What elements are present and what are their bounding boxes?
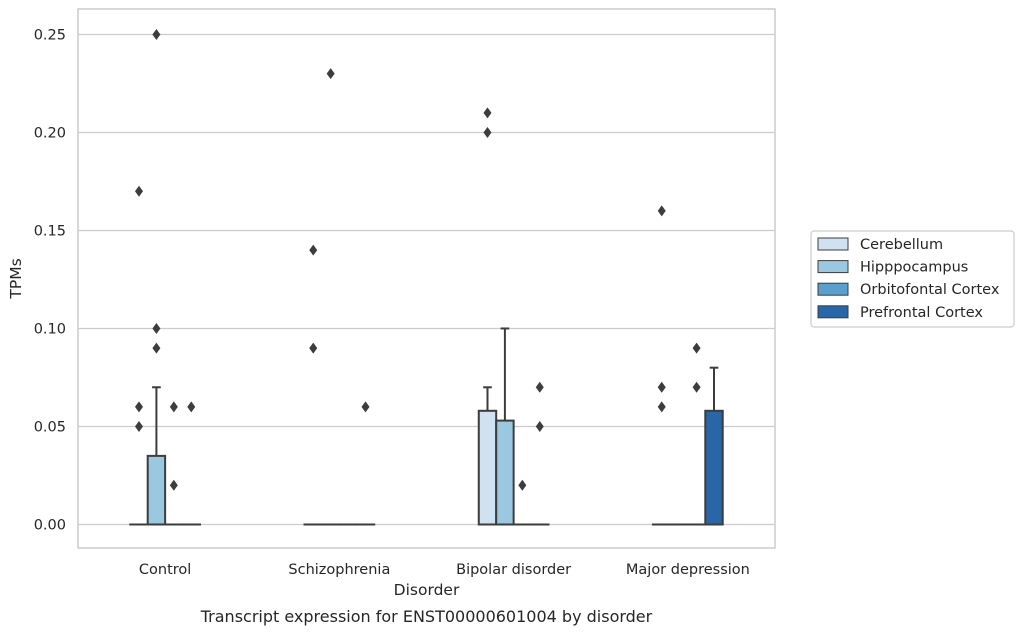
box-rect [704,409,724,526]
outlier-point [535,381,544,393]
grid-lines [78,33,775,526]
outlier-point [657,381,666,393]
y-tick-label: 0.25 [34,27,66,43]
box-cerebellum [477,107,498,526]
y-tick-label: 0.05 [34,419,66,435]
outlier-point [361,401,370,413]
outlier-point [483,107,492,119]
y-tick-label: 0.20 [34,125,66,141]
x-tick-label: Control [139,562,191,578]
outlier-point [152,28,161,40]
box-prefrontal-cortex [181,401,201,526]
outlier-point [326,68,335,80]
outlier-point [518,479,527,491]
box-hipppocampus [146,28,167,526]
x-tick-label: Bipolar disorder [456,562,571,578]
outlier-point [309,342,318,354]
outlier-point [169,479,178,491]
outlier-point [134,401,143,413]
legend-frame [810,230,1015,328]
outlier-point [657,205,666,217]
box-rect [477,409,498,526]
outlier-point [169,401,178,413]
outlier-point [535,420,544,432]
outlier-point [152,342,161,354]
outlier-point [692,342,701,354]
legend-label: Prefrontal Cortex [860,305,983,321]
y-axis-ticks: 0.00 0.05 0.10 0.15 0.20 0.25 [34,27,66,533]
box-hipppocampus [495,327,515,526]
box-cerebellum [652,205,672,526]
legend-swatch [817,237,849,251]
outlier-point [692,381,701,393]
legend: Cerebellum Hipppocampus Orbitofontal Corte… [810,230,1015,328]
legend-swatch [817,260,849,274]
box-hipppocampus [320,68,341,526]
outlier-point [187,401,196,413]
outlier-point [134,420,143,432]
y-tick-label: 0.15 [34,223,66,239]
plot-area-frame [77,8,776,549]
x-axis-ticks: Control Schizophrenia Bipolar disorder Majo… [139,562,750,578]
box-orbitofontal-cortex [512,479,533,526]
box-prefrontal-cortex [704,366,724,526]
legend-label: Cerebellum [860,237,943,253]
box-rect [146,454,167,526]
box-prefrontal-cortex [530,381,550,526]
legend-label: Orbitofontal Cortex [860,282,1000,298]
box-orbitofontal-cortex [164,401,184,526]
outlier-point [483,126,492,138]
outlier-point [134,185,143,197]
y-axis-label: TPMs [7,258,25,299]
y-tick-label: 0.00 [34,517,66,533]
legend-swatch [817,282,849,296]
outlier-point [309,244,318,256]
box-orbitofontal-cortex [686,342,707,526]
legend-swatch [817,305,849,319]
outlier-point [152,322,161,334]
outlier-point [657,401,666,413]
legend-label: Hipppocampus [860,260,968,276]
box-cerebellum [303,244,323,526]
y-tick-label: 0.10 [34,321,66,337]
x-axis-label: Disorder [394,581,460,599]
box-cerebellum [129,185,149,526]
x-tick-label: Schizophrenia [288,562,390,578]
plot-marks [129,28,724,526]
box-prefrontal-cortex [355,401,376,526]
box-rect [495,419,515,526]
chart-caption: Transcript expression for ENST0000060100… [200,607,653,626]
x-tick-label: Major depression [626,562,750,578]
